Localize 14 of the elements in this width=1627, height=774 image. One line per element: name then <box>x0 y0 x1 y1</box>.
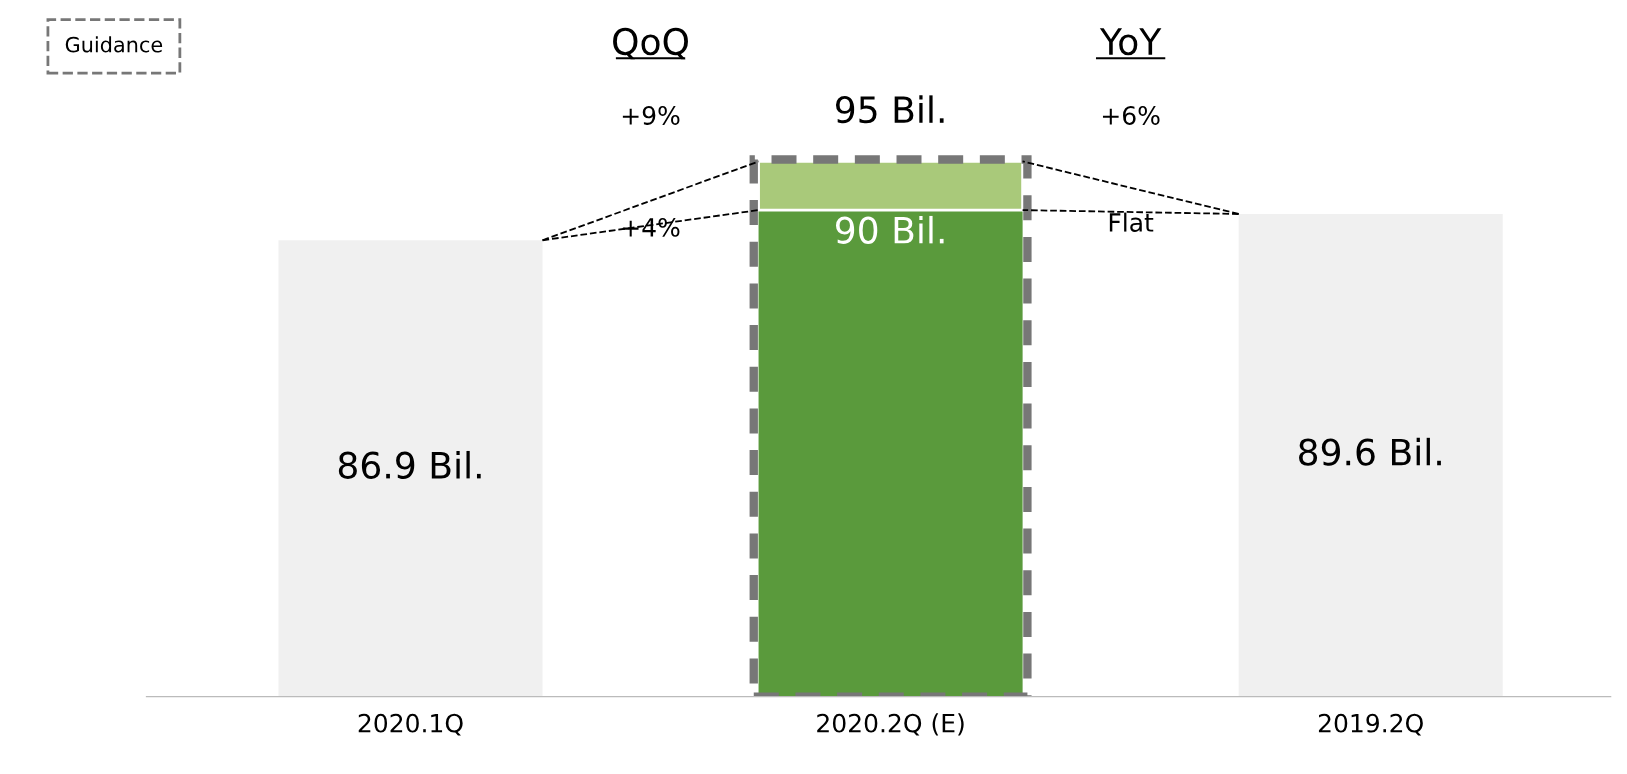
text: +9% <box>622 105 680 125</box>
text: YoY <box>1099 28 1162 56</box>
data-label: 86.9 Bil. <box>338 450 481 479</box>
annotation: Flat <box>1109 212 1154 232</box>
text: QoQ <box>613 27 688 60</box>
data-label: 90 Bil. <box>835 215 944 244</box>
x-tick-label: 2019.2Q <box>1318 713 1423 736</box>
text: +6% <box>1102 105 1160 125</box>
total-label: 95 Bil. <box>835 95 944 124</box>
x-tick-label: 2020.2Q (E) <box>817 713 964 736</box>
x-tick-label: 2020.1Q <box>358 713 463 736</box>
text: Guidance <box>65 36 163 53</box>
data-label: 89.6 Bil. <box>1299 437 1441 466</box>
annotation: +4% <box>622 217 680 237</box>
